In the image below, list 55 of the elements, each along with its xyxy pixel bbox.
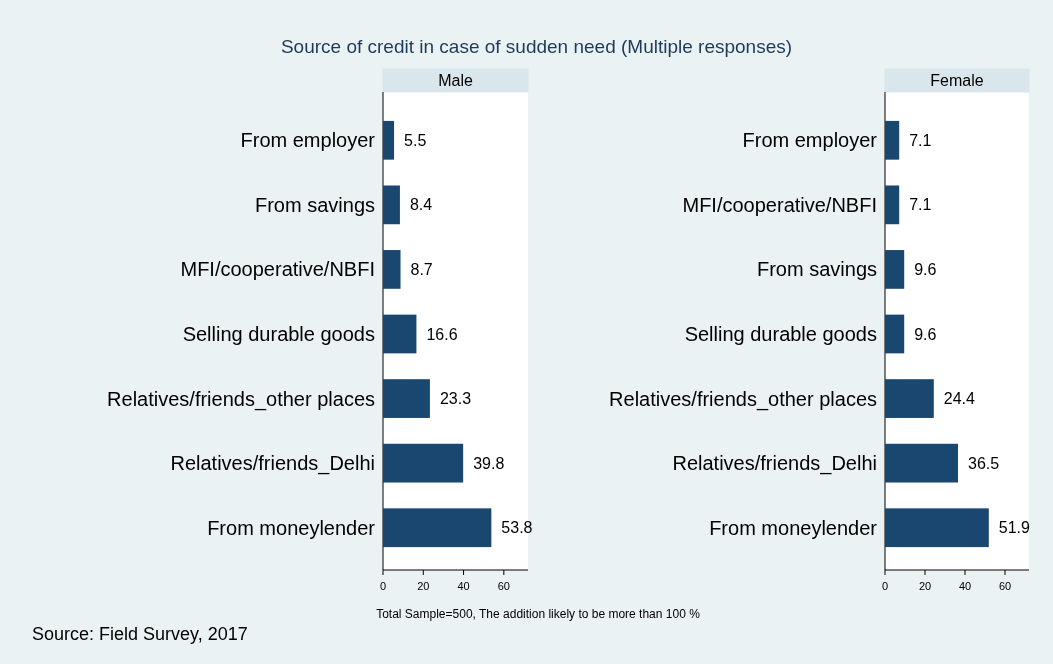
data-label: 36.5 <box>968 454 1000 472</box>
chart-title: Source of credit in case of sudden need (Multiple responses) <box>280 36 793 57</box>
data-label: 9.6 <box>914 261 937 279</box>
chart-subtitle: Male <box>438 72 473 89</box>
bar <box>383 508 492 548</box>
data-label: 16.6 <box>426 325 458 343</box>
x-tick-label: 20 <box>918 580 932 592</box>
data-label: 7.1 <box>909 131 932 149</box>
y-tick-label: Relatives/friends_other places <box>107 387 375 411</box>
bar <box>383 185 400 225</box>
y-tick-label: MFI/cooperative/NBFI <box>682 193 877 216</box>
bar <box>383 250 401 289</box>
y-tick-label: From moneylender <box>207 516 376 539</box>
bar <box>885 379 934 418</box>
bar <box>885 120 900 160</box>
bar <box>383 120 395 160</box>
data-label: 51.9 <box>998 519 1031 537</box>
text: Total Sample=500, The addition likely to be more than 100 % <box>376 607 701 621</box>
source-note: Source: Field Survey, 2017 <box>32 624 248 644</box>
data-label: 23.3 <box>439 390 472 408</box>
y-tick-label: From savings <box>756 258 877 281</box>
bar <box>885 250 905 289</box>
y-tick-label: MFI/cooperative/NBFI <box>180 258 375 281</box>
bar <box>383 443 464 483</box>
data-label: 39.8 <box>473 454 505 472</box>
data-label: 5.5 <box>404 131 427 149</box>
y-tick-label: Relatives/friends_Delhi <box>672 452 877 476</box>
bar <box>885 185 900 225</box>
x-tick-label: 20 <box>417 580 430 592</box>
bar <box>885 443 958 483</box>
y-tick-label: From employer <box>240 129 376 152</box>
y-tick-label: Selling durable goods <box>684 323 877 345</box>
chart-subtitle: Female <box>930 72 984 89</box>
y-tick-label: Selling durable goods <box>182 323 375 345</box>
data-label: 53.8 <box>501 519 533 537</box>
x-tick-label: 60 <box>998 580 1012 592</box>
data-label: 7.1 <box>909 196 932 214</box>
x-tick-label: 0 <box>881 580 889 592</box>
data-label: 8.7 <box>410 261 433 279</box>
x-tick-label: 40 <box>958 580 972 592</box>
bar <box>885 508 989 548</box>
x-tick-label: 60 <box>497 580 510 592</box>
x-tick-label: 40 <box>457 580 470 592</box>
y-tick-label: From employer <box>742 129 878 152</box>
y-tick-label: From moneylender <box>709 516 878 539</box>
y-tick-label: From savings <box>254 193 375 216</box>
y-tick-label: Relatives/friends_Delhi <box>170 452 375 476</box>
x-tick-label: 0 <box>379 580 387 592</box>
data-label: 9.6 <box>914 325 937 343</box>
y-tick-label: Relatives/friends_other places <box>609 387 877 411</box>
data-label: 8.4 <box>409 196 433 214</box>
data-label: 24.4 <box>943 390 976 408</box>
bar <box>383 379 430 418</box>
bar <box>885 314 905 354</box>
bar <box>383 314 417 354</box>
